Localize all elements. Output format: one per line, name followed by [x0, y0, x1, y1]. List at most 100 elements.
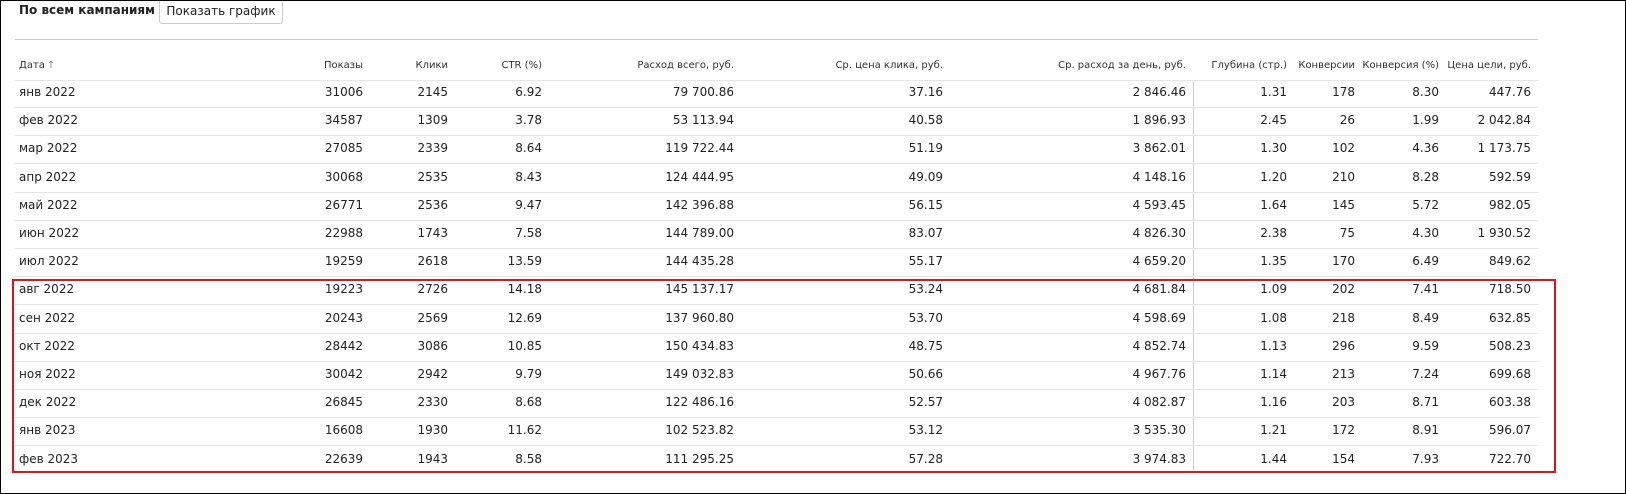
value-cell: 210 — [1332, 169, 1355, 184]
show-chart-button[interactable]: Показать график — [159, 1, 283, 24]
date-cell: ноя 2022 — [19, 367, 76, 381]
value-cell: 145 137.17 — [665, 282, 734, 297]
value-cell: 9.47 — [515, 197, 542, 212]
value-cell: 22988 — [324, 226, 363, 240]
date-cell: окт 2022 — [19, 338, 75, 353]
value-cell: 7.58 — [515, 226, 542, 240]
value-cell: 12.69 — [507, 310, 542, 325]
value-cell: 154 — [1332, 451, 1355, 466]
value-cell: 1.16 — [1260, 395, 1287, 410]
row-line — [15, 220, 1538, 221]
value-cell: 51.19 — [908, 141, 943, 156]
value-cell: 8.49 — [1412, 310, 1439, 325]
value-cell: 2339 — [417, 141, 448, 156]
column-header[interactable]: Расход всего, руб. — [637, 60, 734, 71]
column-header[interactable]: Показы — [323, 60, 363, 71]
column-header[interactable]: Клики — [415, 60, 448, 71]
value-cell: 1.13 — [1260, 338, 1287, 353]
value-cell: 4.36 — [1412, 141, 1439, 156]
value-cell: 296 — [1332, 338, 1355, 353]
value-cell: 218 — [1332, 310, 1355, 325]
value-cell: 596.07 — [1489, 423, 1531, 438]
value-cell: 7.93 — [1412, 451, 1439, 466]
date-cell: апр 2022 — [19, 169, 77, 184]
row-line — [15, 304, 1538, 305]
value-cell: 447.76 — [1489, 85, 1531, 99]
date-cell: янв 2023 — [19, 423, 76, 438]
value-cell: 13.59 — [507, 254, 542, 269]
value-cell: 1 896.93 — [1132, 113, 1186, 128]
column-header[interactable]: Дата ↑ — [19, 60, 56, 71]
column-header[interactable]: Конверсии — [1298, 60, 1355, 71]
value-cell: 2618 — [417, 254, 448, 269]
value-cell: 1.09 — [1260, 282, 1287, 297]
value-cell: 2 846.46 — [1132, 85, 1186, 99]
value-cell: 53.12 — [908, 423, 943, 438]
value-cell: 1.08 — [1260, 310, 1287, 325]
value-cell: 144 789.00 — [665, 226, 734, 240]
value-cell: 1.44 — [1260, 451, 1287, 466]
value-cell: 1.99 — [1412, 113, 1439, 128]
column-separator — [1193, 81, 1194, 473]
value-cell: 144 435.28 — [665, 254, 734, 269]
value-cell: 1.21 — [1260, 423, 1287, 438]
column-header[interactable]: CTR (%) — [501, 60, 542, 71]
value-cell: 31006 — [324, 85, 363, 99]
value-cell: 3 535.30 — [1132, 423, 1186, 438]
value-cell: 592.59 — [1489, 169, 1531, 184]
value-cell: 26845 — [324, 395, 363, 410]
header-line — [15, 80, 1538, 81]
value-cell: 79 700.86 — [672, 85, 734, 99]
value-cell: 1.30 — [1260, 141, 1287, 156]
value-cell: 4 659.20 — [1132, 254, 1186, 269]
value-cell: 6.49 — [1412, 254, 1439, 269]
value-cell: 9.59 — [1412, 338, 1439, 353]
value-cell: 203 — [1332, 395, 1355, 410]
value-cell: 16608 — [324, 423, 363, 438]
value-cell: 4 148.16 — [1132, 169, 1186, 184]
column-header[interactable]: Ср. цена клика, руб. — [835, 60, 943, 71]
value-cell: 9.79 — [515, 367, 542, 381]
date-cell: июл 2022 — [19, 254, 79, 269]
row-line — [15, 163, 1538, 164]
value-cell: 2726 — [417, 282, 448, 297]
value-cell: 2569 — [417, 310, 448, 325]
column-header[interactable]: Цена цели, руб. — [1447, 60, 1531, 71]
date-cell: мар 2022 — [19, 141, 78, 156]
value-cell: 111 295.25 — [665, 451, 734, 466]
value-cell: 56.15 — [908, 197, 943, 212]
value-cell: 150 434.83 — [665, 338, 734, 353]
value-cell: 149 032.83 — [665, 367, 734, 381]
row-line — [15, 192, 1538, 193]
value-cell: 3 862.01 — [1132, 141, 1186, 156]
value-cell: 718.50 — [1489, 282, 1531, 297]
value-cell: 75 — [1339, 226, 1355, 240]
date-cell: авг 2022 — [19, 282, 75, 297]
column-header[interactable]: Глубина (стр.) — [1211, 60, 1287, 71]
value-cell: 508.23 — [1489, 338, 1531, 353]
divider — [15, 39, 1538, 40]
date-cell: фев 2022 — [19, 113, 79, 128]
value-cell: 142 396.88 — [665, 197, 734, 212]
value-cell: 40.58 — [908, 113, 943, 128]
column-header[interactable]: Ср. расход за день, руб. — [1058, 60, 1186, 71]
value-cell: 2330 — [417, 395, 448, 410]
value-cell: 28442 — [324, 338, 363, 353]
value-cell: 26771 — [324, 197, 363, 212]
value-cell: 4 681.84 — [1132, 282, 1186, 297]
value-cell: 119 722.44 — [665, 141, 734, 156]
value-cell: 7.24 — [1412, 367, 1439, 381]
value-cell: 8.64 — [515, 141, 542, 156]
date-cell: май 2022 — [19, 197, 78, 212]
row-line — [15, 445, 1538, 446]
panel-title: По всем кампаниям — [19, 3, 155, 17]
value-cell: 4 082.87 — [1132, 395, 1186, 410]
value-cell: 30042 — [324, 367, 363, 381]
value-cell: 172 — [1332, 423, 1355, 438]
column-header[interactable]: Конверсия (%) — [1362, 60, 1439, 71]
value-cell: 170 — [1332, 254, 1355, 269]
value-cell: 8.71 — [1412, 395, 1439, 410]
value-cell: 3 974.83 — [1132, 451, 1186, 466]
value-cell: 137 960.80 — [665, 310, 734, 325]
value-cell: 14.18 — [507, 282, 542, 297]
